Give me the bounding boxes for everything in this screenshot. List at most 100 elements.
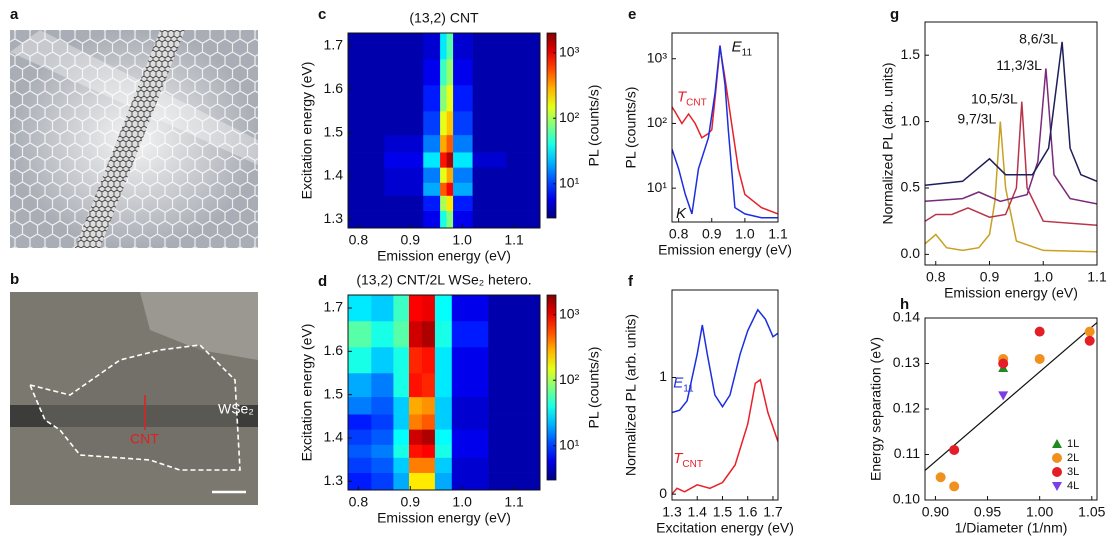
marker (935, 472, 946, 483)
legend-marker (1052, 467, 1062, 477)
heatmap-cell (393, 429, 410, 445)
annotation: E11 (732, 38, 753, 58)
heatmap-cell (506, 59, 540, 86)
heatmap-cell (393, 444, 410, 458)
y-tick-label: 0.10 (893, 491, 920, 507)
marker (998, 391, 1009, 401)
heatmap-cell (453, 134, 473, 153)
heatmap-cell (384, 182, 424, 196)
plot-frame (347, 32, 541, 229)
heatmap-cell (384, 85, 424, 112)
y-tick-label: 0.11 (894, 445, 920, 461)
heatmap-cell (348, 85, 385, 112)
x-tick-label: 0.8 (669, 226, 689, 242)
series-label: 11,3/3L (996, 57, 1042, 73)
heatmap-cell (393, 347, 410, 374)
heatmap-cell (348, 167, 385, 183)
line-series (925, 121, 1097, 253)
heatmap-cell (421, 457, 436, 473)
heatmap-cell (453, 111, 473, 136)
x-tick-label: 0.8 (349, 494, 369, 510)
heatmap-cell (348, 59, 385, 86)
heatmap-cell (472, 134, 507, 153)
heatmap-cell (421, 396, 436, 415)
y-tick-label: 0.0 (901, 245, 921, 261)
heatmap-cell (434, 444, 453, 458)
colorbar (546, 294, 557, 481)
x-tick-label: 0.9 (980, 269, 1000, 285)
x-tick-label: 1.0 (452, 494, 472, 510)
heatmap-cell (506, 195, 540, 211)
heatmap-cell (440, 210, 447, 228)
x-tick-label: 1.0 (735, 226, 755, 242)
x-tick-label: 1.0 (1034, 269, 1054, 285)
heatmap-cell (440, 111, 447, 136)
heatmap-cell (348, 347, 372, 374)
heatmap-cell (451, 414, 489, 430)
heatmap-cell (384, 195, 424, 211)
marker (1084, 326, 1095, 337)
heatmap-cell (371, 373, 394, 398)
y-axis-label: Normalized PL (arb. units) (880, 62, 896, 224)
x-axis-label: Emission energy (eV) (377, 248, 511, 264)
y-tick-label: 1.4 (324, 167, 344, 183)
marker (949, 481, 960, 492)
heatmap-cell (371, 295, 394, 322)
heatmap-cell (453, 182, 473, 196)
x-tick-label: 0.95 (974, 504, 1001, 520)
y-tick-label: 1.5 (324, 123, 344, 139)
heatmap-cell (472, 195, 507, 211)
heatmap-cell (453, 85, 473, 112)
heatmap-cell (472, 182, 507, 196)
heatmap-cell (446, 210, 454, 228)
heatmap-cell (408, 429, 423, 445)
heatmap-cell (434, 295, 453, 322)
x-tick-label: 0.9 (702, 226, 722, 242)
x-tick-label: 1.0 (452, 232, 472, 248)
x-tick-label: 0.8 (349, 232, 369, 248)
heatmap-cell (408, 373, 423, 398)
heatmap-cell (506, 152, 540, 168)
y-tick-label: 1.6 (324, 80, 344, 96)
x-tick-label: 0.8 (926, 269, 946, 285)
heatmap-cell (440, 152, 447, 168)
heatmap-cell (348, 396, 372, 415)
x-tick-label: 1.3 (662, 504, 682, 520)
legend-label: 1L (1067, 438, 1079, 450)
heatmap-cell (371, 472, 394, 490)
heatmap-cell (348, 195, 385, 211)
heatmap-cell (446, 134, 454, 153)
colorbar-tick-label: 10¹ (559, 174, 580, 190)
heatmap-cell (440, 195, 447, 211)
heatmap-cell (384, 111, 424, 136)
heatmap-cell (408, 444, 423, 458)
y-tick-label: 1.5 (901, 46, 921, 62)
legend-label: 3L (1067, 466, 1079, 478)
heatmap-cell (421, 373, 436, 398)
heatmap-cell (453, 152, 473, 168)
heatmap-cell (393, 457, 410, 473)
colorbar-label: PL (counts/s) (586, 347, 602, 429)
heatmap-cell (488, 429, 540, 445)
heatmap-cell (446, 195, 454, 211)
annotation: K (676, 205, 687, 222)
heatmap-cell (423, 33, 441, 60)
heatmap-cell (348, 373, 372, 398)
heatmap-cell (472, 152, 507, 168)
x-tick-label: 0.90 (922, 504, 949, 520)
heatmap-cell (348, 414, 372, 430)
legend-marker (1052, 482, 1062, 491)
annotation-text: T (673, 450, 684, 467)
heatmap-cell (348, 152, 385, 168)
heatmap-cell (434, 347, 453, 374)
x-tick-label: 1.1 (1087, 269, 1107, 285)
annotation-text: T (677, 89, 688, 106)
colorbar (546, 32, 557, 219)
heatmap-cell (488, 373, 540, 398)
heatmap-cell (434, 321, 453, 348)
y-axis-label: PL (counts/s) (623, 87, 639, 169)
heatmap-cell (348, 210, 385, 228)
heatmap-cell (408, 321, 423, 348)
annotation-text: E (732, 38, 743, 55)
